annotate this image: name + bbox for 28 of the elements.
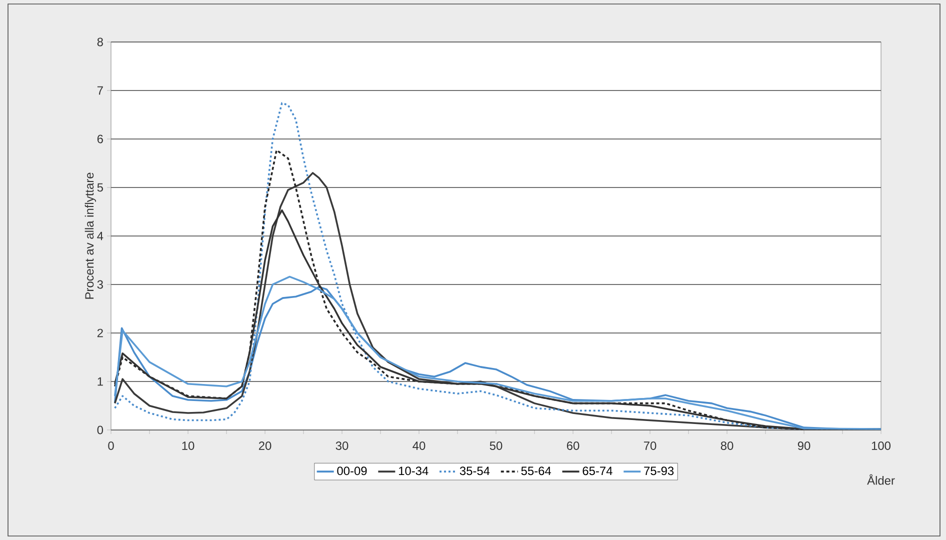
y-tick-label: 0 — [97, 426, 104, 434]
y-axis-title: Procent av alla inflyttare — [84, 172, 96, 299]
x-tick-label: 0 — [108, 442, 114, 450]
y-tick-label: 3 — [97, 280, 103, 289]
legend-label: 75-93 — [644, 466, 674, 476]
legend-label: 65-74 — [582, 466, 612, 476]
y-tick-label: 5 — [97, 183, 103, 192]
y-tick-label: 2 — [97, 328, 103, 338]
legend-label: 35-54 — [460, 466, 490, 476]
legend-label: 10-34 — [398, 466, 428, 476]
y-tick-label: 8 — [97, 38, 103, 46]
x-tick-label: 40 — [412, 442, 426, 450]
legend-label: 55-64 — [521, 466, 552, 476]
y-tick-label: 7 — [97, 86, 103, 95]
x-tick-label: 90 — [798, 442, 810, 450]
x-tick-label: 10 — [182, 442, 194, 450]
x-tick-label: 30 — [336, 442, 348, 450]
x-tick-label: 60 — [566, 442, 580, 450]
x-tick-label: 50 — [490, 442, 502, 450]
x-axis-title: Ålder — [867, 474, 895, 485]
y-tick-label: 6 — [97, 134, 103, 144]
legend-label: 00-09 — [337, 466, 367, 476]
x-tick-label: 100 — [872, 442, 891, 450]
x-tick-label: 20 — [258, 442, 272, 450]
x-tick-label: 80 — [720, 442, 734, 450]
y-tick-label: 4 — [97, 232, 104, 240]
y-tick-label: 1 — [98, 377, 103, 386]
x-tick-label: 70 — [644, 442, 656, 450]
